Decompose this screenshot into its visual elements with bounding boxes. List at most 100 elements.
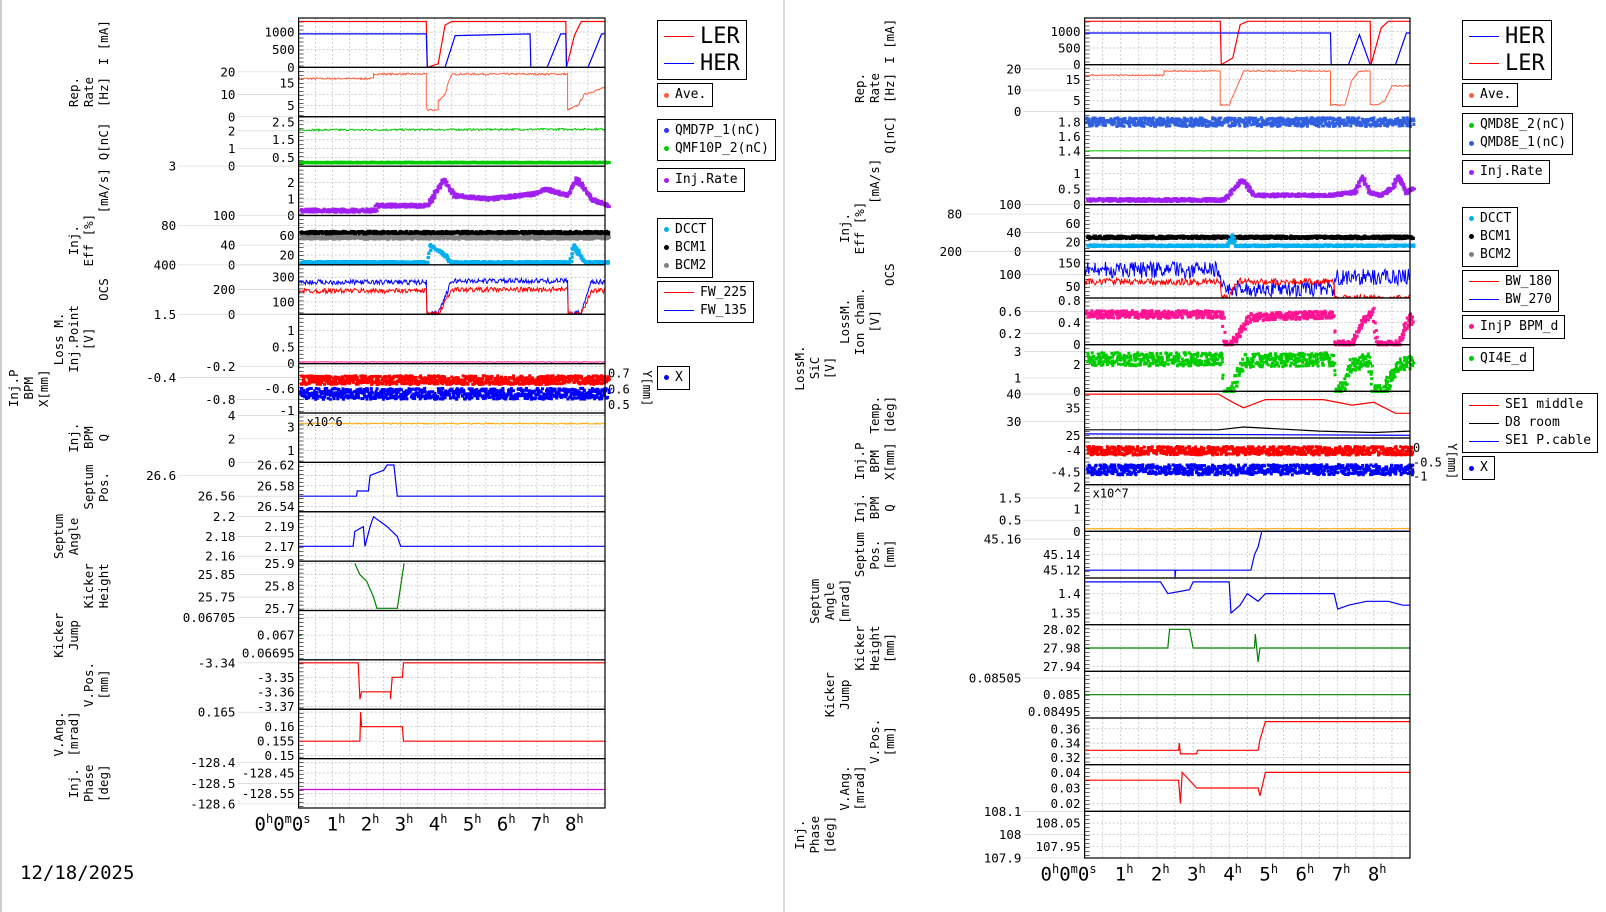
y-tick-label: 1.5 bbox=[154, 307, 177, 322]
data-point bbox=[600, 199, 604, 203]
data-point bbox=[397, 160, 401, 164]
data-point bbox=[363, 232, 367, 236]
data-point bbox=[349, 232, 353, 236]
data-point bbox=[471, 377, 475, 381]
data-point bbox=[551, 188, 555, 192]
data-point bbox=[444, 180, 448, 184]
data-point bbox=[381, 204, 385, 208]
y-axis-label: I [mA] bbox=[96, 20, 111, 65]
data-point bbox=[583, 234, 587, 238]
data-point bbox=[547, 189, 551, 193]
data-point bbox=[534, 191, 538, 195]
data-point bbox=[341, 231, 345, 235]
y-tick-label: 100 bbox=[272, 294, 295, 309]
data-point bbox=[540, 187, 544, 191]
data-point bbox=[413, 230, 417, 234]
data-point bbox=[595, 161, 599, 165]
data-point bbox=[428, 232, 432, 236]
y-tick-label: 1.5 bbox=[272, 132, 295, 147]
y-tick-label: 80 bbox=[161, 218, 176, 233]
y-tick-label: 10 bbox=[220, 87, 235, 102]
data-point bbox=[410, 381, 414, 385]
y-tick-label: 2 bbox=[287, 175, 295, 190]
data-point bbox=[432, 190, 436, 194]
y-tick-label: 2 bbox=[228, 123, 236, 138]
data-point bbox=[511, 230, 515, 234]
data-point bbox=[341, 375, 345, 379]
data-point bbox=[591, 199, 595, 203]
data-point bbox=[371, 161, 375, 165]
data-point bbox=[586, 161, 590, 165]
data-point bbox=[606, 205, 610, 209]
data-point bbox=[470, 374, 474, 378]
data-point bbox=[495, 196, 499, 200]
data-point bbox=[575, 177, 579, 181]
y-tick-label: 0 bbox=[287, 356, 295, 371]
data-point bbox=[484, 196, 488, 200]
data-point bbox=[326, 160, 330, 164]
data-point bbox=[387, 374, 391, 378]
data-point bbox=[520, 229, 524, 233]
y-tick-label: 500 bbox=[272, 42, 295, 57]
data-point bbox=[446, 232, 450, 236]
data-point bbox=[423, 160, 427, 164]
data-point bbox=[544, 187, 548, 191]
data-point bbox=[385, 205, 389, 209]
data-point bbox=[321, 230, 325, 234]
y-axis-label: X[mm] bbox=[36, 369, 51, 407]
data-point bbox=[434, 188, 438, 192]
data-point bbox=[405, 231, 409, 235]
data-point bbox=[527, 237, 531, 241]
data-point bbox=[357, 161, 361, 165]
data-point bbox=[477, 197, 481, 201]
data-point bbox=[467, 231, 471, 235]
y-tick-label: 40 bbox=[220, 238, 235, 253]
data-point bbox=[302, 375, 306, 379]
data-point bbox=[462, 161, 466, 165]
data-point bbox=[587, 191, 591, 195]
y-tick-label: -0.2 bbox=[205, 359, 235, 374]
data-point bbox=[353, 160, 357, 164]
data-point bbox=[599, 201, 603, 205]
data-point bbox=[544, 189, 548, 193]
data-point bbox=[565, 192, 569, 196]
y-axis-label: Rep. bbox=[66, 77, 81, 107]
data-point bbox=[521, 194, 525, 198]
data-point bbox=[526, 161, 530, 165]
data-point bbox=[504, 375, 508, 379]
data-point bbox=[360, 229, 364, 233]
data-point bbox=[373, 209, 377, 213]
data-point bbox=[381, 232, 385, 236]
data-point bbox=[565, 194, 569, 198]
y-tick-label: 1000 bbox=[264, 25, 294, 40]
data-point bbox=[378, 375, 382, 379]
data-point bbox=[361, 207, 365, 211]
y-tick-label: 20 bbox=[220, 64, 235, 79]
data-point bbox=[325, 208, 329, 212]
data-point bbox=[312, 232, 316, 236]
data-point bbox=[454, 193, 458, 197]
data-point bbox=[300, 210, 304, 214]
y-tick-label: 0.5 bbox=[272, 150, 295, 165]
data-point bbox=[533, 230, 537, 234]
data-point bbox=[390, 230, 394, 234]
data-point bbox=[450, 188, 454, 192]
data-point bbox=[405, 161, 409, 165]
data-point bbox=[463, 196, 467, 200]
data-point bbox=[376, 161, 380, 165]
data-point bbox=[354, 207, 358, 211]
data-point bbox=[425, 202, 429, 206]
data-point bbox=[526, 191, 530, 195]
data-point bbox=[446, 184, 450, 188]
data-point bbox=[443, 178, 447, 182]
data-point bbox=[607, 235, 611, 239]
data-point bbox=[323, 208, 327, 212]
data-point bbox=[568, 190, 572, 194]
data-point bbox=[413, 232, 417, 236]
data-point bbox=[557, 190, 561, 194]
data-point bbox=[516, 230, 520, 234]
data-point bbox=[450, 160, 454, 164]
data-point bbox=[481, 197, 485, 201]
